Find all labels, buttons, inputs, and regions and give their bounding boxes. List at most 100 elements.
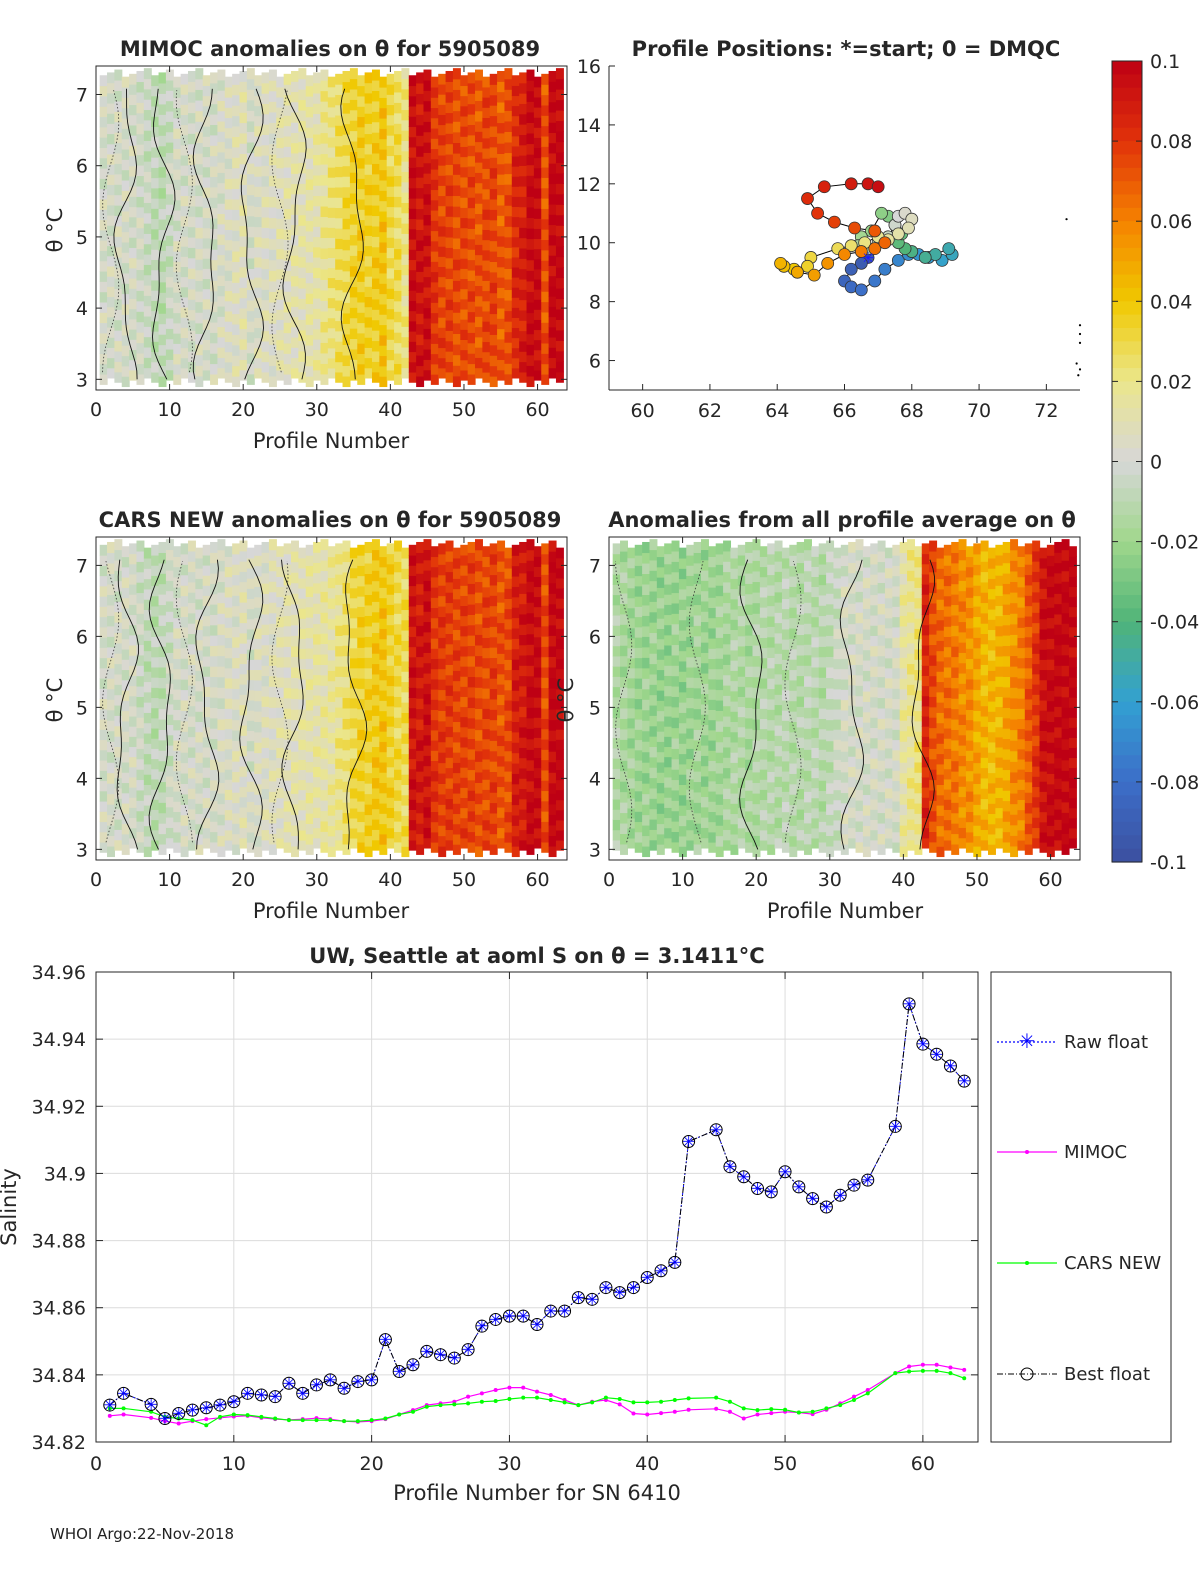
heatmap-cell [759,596,768,608]
heatmap-cell [452,557,461,569]
heatmap-cell [423,369,432,381]
heatmap-cell [519,552,528,564]
heatmap-cell [364,113,373,124]
heatmap-cell [246,373,255,385]
heatmap-cell [649,787,658,799]
heatmap-cell [298,120,307,132]
heatmap-cell [416,687,425,699]
heatmap-cell [430,780,439,792]
heatmap-cell [700,744,709,756]
heatmap-cell [671,675,680,687]
heatmap-cell [379,345,388,357]
heatmap-cell [268,633,277,645]
heatmap-cell [752,835,761,847]
x-tick-label: 40 [378,399,402,421]
heatmap-cell [151,809,160,821]
heatmap-cell [475,234,483,245]
heatmap-cell [254,690,263,702]
heatmap-cell [423,121,432,133]
heatmap-cell [364,225,373,236]
heatmap-cell [533,177,542,189]
heatmap-cell [217,771,226,784]
profile-position-marker [918,251,932,264]
heatmap-cell [460,75,469,87]
x-tick-label: 60 [631,400,655,422]
profile-position-marker [868,274,882,288]
heatmap-cell [408,249,417,261]
heatmap-cell [482,127,491,139]
heatmap-cell [202,625,211,637]
heatmap-cell [482,688,491,699]
heatmap-cell [202,696,211,708]
heatmap-cell [313,267,322,279]
heatmap-cell [497,256,506,268]
heatmap-cell [548,101,557,113]
heatmap-cell [217,782,226,794]
heatmap-cell [796,726,805,738]
heatmap-cell [357,219,366,231]
heatmap-cell [239,369,248,381]
heatmap-cell [114,590,123,602]
heatmap-cell [467,800,476,812]
heatmap-cell [548,582,557,594]
heatmap-cell [246,78,255,90]
heatmap-cell [268,301,277,314]
heatmap-cell [357,688,366,700]
heatmap-cell [210,748,219,760]
heatmap-column-33 [335,73,344,383]
heatmap-cell [649,590,658,602]
heatmap-cell [357,75,366,87]
heatmap-column-24 [268,539,277,855]
heatmap-cell [371,267,380,279]
heatmap-cell [452,153,461,165]
heatmap-cell [239,225,248,237]
heatmap-cell [497,122,506,134]
heatmap-cell [210,124,219,136]
heatmap-column-26 [796,541,805,851]
heatmap-cell [276,268,285,280]
heatmap-cell [313,643,322,655]
heatmap-cell [180,720,189,732]
heatmap-cell [634,821,643,833]
heatmap-cell [107,583,115,595]
heatmap-cell [408,269,417,281]
heatmap-cell [401,140,410,152]
heatmap-cell [210,259,219,271]
heatmap-cell [114,684,123,696]
heatmap-cell [526,111,535,123]
heatmap-column-47 [438,73,447,379]
heatmap-cell [217,666,226,678]
heatmap-cell [187,643,196,655]
heatmap-cell [504,331,513,343]
heatmap-cell [386,155,395,167]
heatmap-cell [555,214,564,226]
heatmap-cell [313,694,322,706]
heatmap-cell [291,357,299,369]
heatmap-cell [158,843,167,855]
heatmap-cell [526,644,535,656]
heatmap-cell [394,821,403,833]
heatmap-cell [386,277,395,289]
heatmap-cell [283,841,292,853]
heatmap-cell [283,198,292,209]
heatmap-cell [642,845,651,858]
heatmap-column-45 [423,539,432,849]
heatmap-cell [195,365,204,377]
heatmap-column-25 [276,546,285,849]
heatmap-cell [320,570,329,582]
heatmap-cell [305,210,314,222]
heatmap-cell [320,695,329,707]
heatmap-cell [612,809,621,820]
heatmap-cell [254,125,263,137]
heatmap-cell [497,694,506,706]
heatmap-cell [526,770,535,782]
heatmap-cell [467,228,476,240]
heatmap-cell [526,291,535,303]
heatmap-cell [804,780,812,792]
heatmap-cell [151,167,160,179]
heatmap-cell [246,268,255,280]
y-tick-label: 5 [76,227,88,249]
heatmap-cell [187,654,196,665]
heatmap-cell [136,238,145,250]
heatmap-cell [452,174,461,186]
